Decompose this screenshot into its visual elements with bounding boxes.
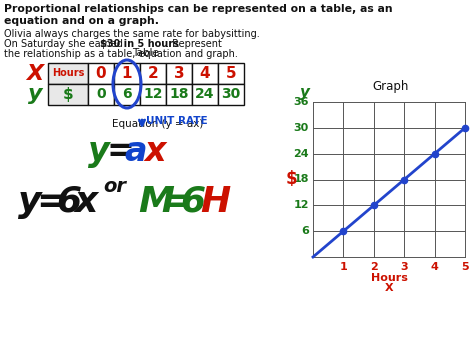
Text: 1: 1 (339, 262, 347, 272)
Text: 3: 3 (401, 262, 408, 272)
Text: $: $ (63, 87, 73, 102)
Bar (166, 84, 192, 105)
Text: X: X (385, 283, 393, 293)
Text: 36: 36 (293, 97, 309, 107)
Text: or: or (103, 177, 126, 196)
Text: 1: 1 (122, 66, 132, 81)
Text: 0: 0 (96, 87, 106, 102)
Bar (88, 84, 114, 105)
Bar (114, 84, 140, 105)
Text: y: y (88, 135, 110, 168)
Bar (48, 84, 88, 105)
Bar (114, 63, 140, 84)
Text: y: y (300, 84, 310, 99)
Bar (218, 84, 244, 105)
Text: x: x (144, 135, 165, 168)
Text: x: x (74, 185, 97, 219)
Text: =: = (106, 135, 134, 168)
Text: 12: 12 (143, 87, 163, 102)
Text: the relationship as a table, equation and graph.: the relationship as a table, equation an… (4, 49, 238, 59)
Text: 18: 18 (293, 175, 309, 185)
Text: =: = (162, 185, 192, 219)
Text: 5: 5 (461, 262, 469, 272)
Text: 30: 30 (294, 123, 309, 133)
Text: a: a (124, 135, 146, 168)
Bar (48, 63, 88, 84)
Text: On Saturday she earned: On Saturday she earned (4, 39, 126, 49)
Text: 18: 18 (169, 87, 189, 102)
Text: H: H (200, 185, 230, 219)
Text: Olivia always charges the same rate for babysitting.: Olivia always charges the same rate for … (4, 29, 260, 39)
Text: y: y (18, 185, 42, 219)
Bar (140, 63, 166, 84)
Text: 30: 30 (221, 87, 241, 102)
Text: y: y (28, 84, 42, 104)
Bar (218, 63, 244, 84)
Text: $: $ (285, 170, 297, 189)
Text: 3: 3 (173, 66, 184, 81)
Text: 6: 6 (301, 226, 309, 236)
Text: Hours: Hours (52, 69, 84, 78)
Bar (140, 84, 166, 105)
Text: Graph: Graph (373, 80, 409, 93)
Bar (192, 84, 218, 105)
Text: 5: 5 (226, 66, 237, 81)
Text: equation and on a graph.: equation and on a graph. (4, 16, 159, 26)
Text: 2: 2 (147, 66, 158, 81)
Bar (192, 63, 218, 84)
Text: . Represent: . Represent (166, 39, 222, 49)
Text: 24: 24 (293, 149, 309, 159)
Text: 4: 4 (431, 262, 438, 272)
Text: $30 in 5 hours: $30 in 5 hours (100, 39, 179, 49)
Text: 2: 2 (370, 262, 378, 272)
Bar (166, 63, 192, 84)
Text: Table: Table (133, 48, 159, 58)
Text: 6: 6 (122, 87, 132, 102)
Text: 24: 24 (195, 87, 215, 102)
Text: 0: 0 (96, 66, 106, 81)
Text: 6: 6 (180, 185, 205, 219)
Bar (88, 63, 114, 84)
Text: 6: 6 (56, 185, 81, 219)
Text: Equation (y = ax): Equation (y = ax) (112, 119, 204, 129)
Text: UNIT RATE: UNIT RATE (146, 116, 208, 126)
Text: 4: 4 (200, 66, 210, 81)
Text: 12: 12 (293, 200, 309, 210)
Text: M: M (138, 185, 174, 219)
Text: =: = (36, 185, 66, 219)
Text: Hours: Hours (371, 273, 408, 283)
Text: X: X (27, 64, 44, 83)
Text: Proportional relationships can be represented on a table, as an: Proportional relationships can be repres… (4, 4, 392, 14)
